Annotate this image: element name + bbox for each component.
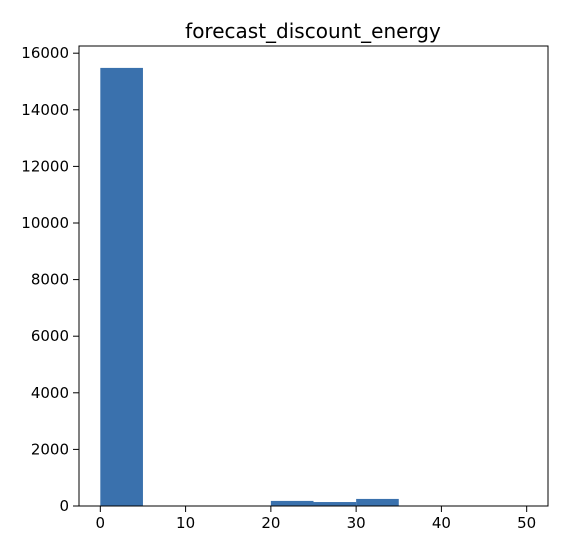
bars-layer [100,68,526,506]
histogram-bar-4 [271,501,314,506]
y-tick-label-1: 2000 [31,440,69,458]
y-tick-label-3: 6000 [31,327,69,345]
x-tick-label-3: 30 [347,514,366,532]
y-tick-label-2: 4000 [31,384,69,402]
x-tick-label-4: 40 [432,514,451,532]
y-tick-label-5: 10000 [21,214,69,232]
histogram-bar-6 [356,499,399,506]
histogram-bar-0 [100,68,143,506]
x-tick-label-0: 0 [96,514,106,532]
y-tick-label-6: 12000 [21,157,69,175]
axes-layer: 0 10 20 30 40 50 0 2000 4000 6000 8000 10000 12000 14… [21,44,548,532]
chart-title: forecast_discount_energy [185,19,441,43]
y-tick-label-8: 16000 [21,44,69,62]
x-tick-label-1: 10 [176,514,195,532]
histogram-bar-5 [314,502,357,506]
y-tick-label-4: 8000 [31,271,69,289]
y-tick-label-0: 0 [59,497,69,515]
x-tick-label-5: 50 [517,514,536,532]
axes-frame [79,46,548,506]
x-tick-label-2: 20 [261,514,280,532]
y-tick-label-7: 14000 [21,101,69,119]
